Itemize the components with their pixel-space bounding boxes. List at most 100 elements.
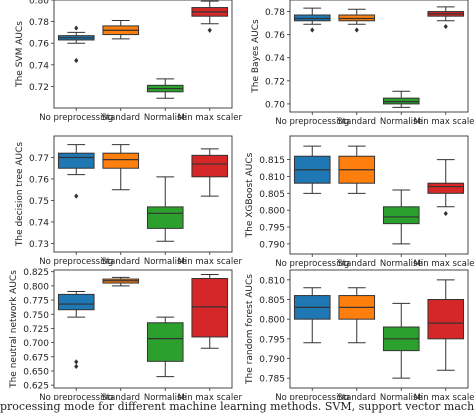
outlier-point — [74, 363, 79, 370]
outlier-point — [74, 193, 79, 199]
plot-frame — [289, 269, 469, 389]
y-tick-label: 0.72 — [265, 77, 285, 87]
x-tick-label: Min max scaler — [178, 113, 243, 123]
y-tick-label: 0.74 — [29, 61, 49, 71]
x-tick-label: Min max scaler — [414, 117, 474, 127]
box-no-preprocessing — [57, 291, 95, 370]
iqr-box — [427, 299, 465, 340]
iqr-box — [382, 206, 420, 225]
box-normalise — [146, 78, 184, 99]
iqr-box — [146, 206, 184, 229]
plot-frame — [289, 0, 469, 113]
box-no-preprocessing — [293, 7, 331, 33]
x-tick-label: No preprocessing — [275, 259, 349, 269]
x-tick-label: Standard — [101, 393, 140, 400]
iqr-box — [57, 293, 95, 311]
box-standard — [338, 287, 376, 344]
x-tick-label: Standard — [337, 259, 376, 269]
y-tick-label: 0.725 — [23, 325, 49, 335]
x-tick-label: Standard — [101, 257, 140, 267]
x-tick-label: No preprocessing — [275, 393, 349, 400]
box-min-max-scaler — [191, 148, 229, 197]
box-standard — [338, 8, 376, 33]
y-axis-label: The random forest AUCs — [245, 274, 255, 385]
y-tick-label: 0.795 — [259, 224, 285, 234]
outlier-point — [310, 27, 315, 33]
y-axis-label: The Bayes AUCs — [251, 19, 261, 94]
box-normalise — [382, 90, 420, 108]
y-tick-label: 0.790 — [259, 240, 285, 250]
outlier-point — [74, 25, 79, 31]
plot-frame — [289, 135, 469, 255]
figure-caption: processing mode for different machine le… — [0, 400, 474, 413]
outlier-point — [74, 57, 79, 64]
y-tick-label: 0.650 — [23, 367, 49, 377]
x-tick-label: Normalise — [380, 259, 423, 269]
y-axis-label: The XGBoost AUCs — [245, 152, 255, 238]
box-min-max-scaler — [427, 279, 465, 371]
iqr-box — [102, 152, 140, 169]
box-normalise — [146, 316, 184, 378]
plot-frame — [53, 135, 233, 253]
box-min-max-scaler — [191, 0, 229, 33]
iqr-box — [191, 278, 229, 338]
chart-panel-5: 0.625 0.650 0.675 0.700 0.725 0.750 0.775 0.800… — [9, 268, 242, 400]
x-tick-label: Standard — [337, 117, 376, 127]
x-tick-label: Standard — [101, 113, 140, 123]
y-tick-label: 0.73 — [29, 240, 49, 250]
chart-panel-3: 0.73 0.74 0.75 0.76 0.77 The decision tree AU… — [15, 135, 243, 267]
y-axis-label: The decision tree AUCs — [15, 142, 25, 248]
x-tick-label: Standard — [337, 393, 376, 400]
box-standard — [338, 145, 376, 194]
y-axis-label: The neutral network AUCs — [9, 270, 19, 389]
box-no-preprocessing — [293, 287, 331, 344]
chart-panel-4: 0.790 0.795 0.800 0.805 0.810 0.815 The XGBoos… — [245, 135, 474, 269]
x-tick-label: Normalise — [144, 113, 187, 123]
box-min-max-scaler — [191, 274, 229, 349]
x-tick-label: No preprocessing — [39, 393, 113, 400]
y-tick-label: 0.800 — [259, 207, 285, 217]
box-no-preprocessing — [293, 145, 331, 194]
box-min-max-scaler — [427, 159, 465, 217]
y-tick-label: 0.78 — [265, 8, 285, 18]
x-tick-label: Min max scaler — [178, 257, 243, 267]
y-tick-label: 0.74 — [265, 54, 285, 64]
chart-panel-6: 0.785 0.790 0.795 0.800 0.805 0.810 The random… — [245, 269, 474, 400]
iqr-box — [146, 322, 184, 362]
outlier-point — [74, 359, 79, 365]
x-tick-label: Normalise — [144, 393, 187, 400]
x-tick-label: No preprocessing — [39, 257, 113, 267]
x-tick-label: Normalise — [380, 393, 423, 400]
y-tick-label: 0.815 — [259, 156, 285, 166]
plot-frame — [53, 0, 233, 109]
y-tick-label: 0.800 — [23, 282, 49, 292]
y-tick-label: 0.800 — [259, 316, 285, 326]
outlier-point — [443, 210, 448, 217]
box-standard — [102, 276, 140, 287]
y-tick-label: 0.785 — [259, 375, 285, 385]
box-standard — [102, 144, 140, 191]
x-tick-label: No preprocessing — [39, 113, 113, 123]
y-tick-label: 0.625 — [23, 382, 49, 392]
y-tick-label: 0.790 — [259, 355, 285, 365]
x-tick-label: No preprocessing — [275, 117, 349, 127]
y-tick-label: 0.72 — [29, 83, 49, 93]
y-axis-label: The SVM AUCs — [15, 21, 25, 88]
y-tick-label: 0.775 — [23, 297, 49, 307]
box-no-preprocessing — [57, 25, 95, 64]
y-tick-label: 0.74 — [29, 218, 49, 228]
y-tick-label: 0.825 — [23, 268, 49, 278]
x-tick-label: Min max scaler — [414, 393, 474, 400]
box-standard — [102, 20, 140, 40]
y-tick-label: 0.795 — [259, 335, 285, 345]
y-tick-label: 0.76 — [29, 40, 49, 50]
box-min-max-scaler — [427, 6, 465, 30]
y-tick-label: 0.76 — [29, 175, 49, 185]
x-tick-label: Normalise — [144, 257, 187, 267]
plot-frame — [53, 269, 233, 389]
figure: 0.72 0.74 0.76 0.78 0.80 The SVM AUCs No prepr… — [9, 0, 474, 400]
y-tick-label: 0.78 — [29, 18, 49, 28]
y-tick-label: 0.810 — [259, 173, 285, 183]
y-tick-label: 0.75 — [29, 197, 49, 207]
outlier-point — [207, 27, 212, 33]
